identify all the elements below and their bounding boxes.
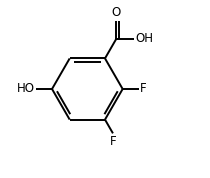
Text: HO: HO: [17, 82, 35, 96]
Text: F: F: [140, 82, 147, 96]
Text: F: F: [110, 135, 116, 148]
Text: OH: OH: [135, 32, 154, 45]
Text: O: O: [112, 6, 121, 19]
